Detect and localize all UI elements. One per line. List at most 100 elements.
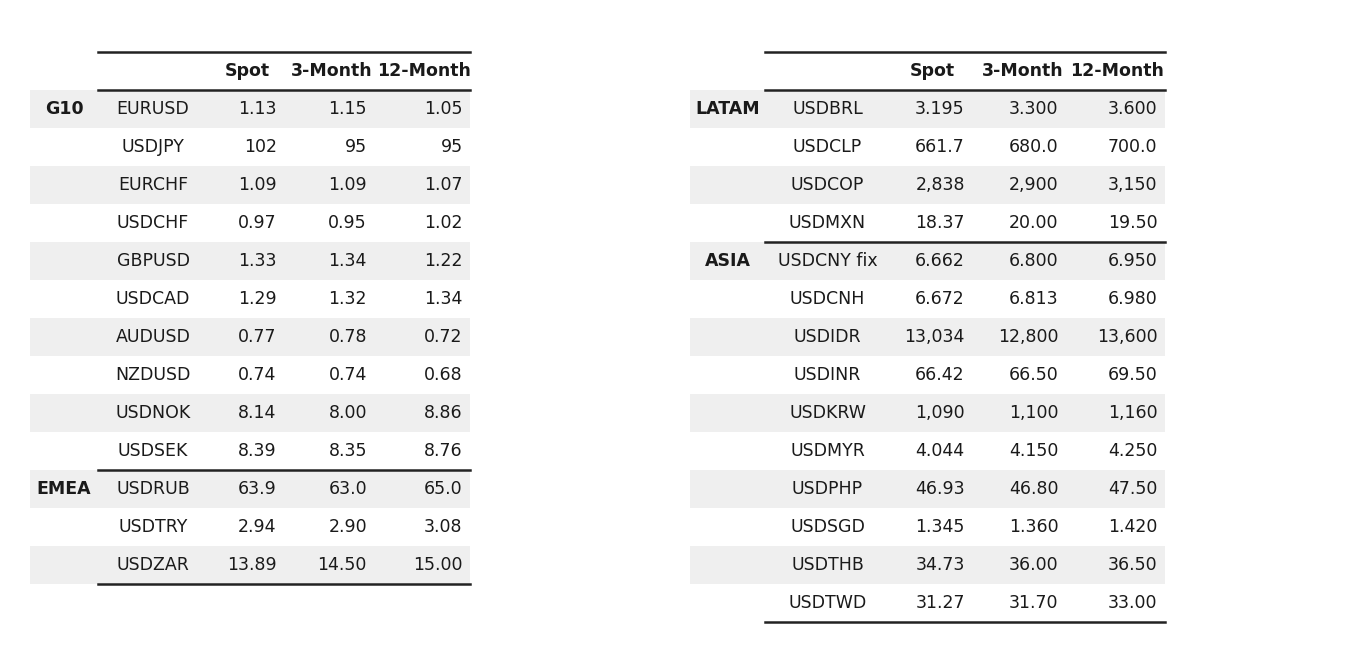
Text: 19.50: 19.50 [1107, 214, 1157, 232]
Text: 700.0: 700.0 [1107, 138, 1157, 156]
Text: Spot: Spot [224, 62, 269, 80]
Text: USDTHB: USDTHB [791, 556, 864, 574]
Text: 65.0: 65.0 [425, 480, 462, 498]
Bar [690, 242, 1165, 280]
Text: 13,600: 13,600 [1096, 328, 1157, 346]
Text: 31.27: 31.27 [915, 594, 965, 612]
Text: USDIDR: USDIDR [794, 328, 861, 346]
Text: USDCAD: USDCAD [116, 290, 191, 308]
Text: EMEA: EMEA [37, 480, 92, 498]
Text: 2.90: 2.90 [329, 518, 366, 536]
Text: 1.345: 1.345 [915, 518, 965, 536]
Text: 1.29: 1.29 [238, 290, 277, 308]
Text: 6.813: 6.813 [1009, 290, 1059, 308]
Text: USDJPY: USDJPY [122, 138, 184, 156]
Text: USDNOK: USDNOK [115, 404, 191, 422]
Text: 2.94: 2.94 [238, 518, 277, 536]
Text: USDTRY: USDTRY [119, 518, 188, 536]
Text: USDINR: USDINR [794, 366, 861, 384]
Bar [690, 508, 1165, 546]
Text: 6.662: 6.662 [915, 252, 965, 270]
Text: 18.37: 18.37 [915, 214, 965, 232]
Text: 3,150: 3,150 [1107, 176, 1157, 194]
Bar [690, 432, 1165, 470]
Text: NZDUSD: NZDUSD [115, 366, 191, 384]
Bar [690, 546, 1165, 584]
Text: 6.800: 6.800 [1009, 252, 1059, 270]
Text: 95: 95 [441, 138, 462, 156]
Text: 680.0: 680.0 [1009, 138, 1059, 156]
Text: 1.32: 1.32 [329, 290, 366, 308]
Text: 1.34: 1.34 [425, 290, 462, 308]
Text: 8.35: 8.35 [329, 442, 366, 460]
Text: 69.50: 69.50 [1107, 366, 1157, 384]
Text: USDPHP: USDPHP [792, 480, 863, 498]
Text: 47.50: 47.50 [1109, 480, 1157, 498]
Text: 3.195: 3.195 [915, 100, 965, 118]
Bar [30, 52, 470, 90]
Text: 12-Month: 12-Month [1071, 62, 1164, 80]
Text: USDCNY fix: USDCNY fix [777, 252, 877, 270]
Text: 36.00: 36.00 [1009, 556, 1059, 574]
Bar [30, 280, 470, 318]
Text: 0.68: 0.68 [425, 366, 462, 384]
Text: USDCNH: USDCNH [790, 290, 865, 308]
Text: Spot: Spot [910, 62, 955, 80]
Text: 1.13: 1.13 [238, 100, 277, 118]
Text: EURUSD: EURUSD [116, 100, 189, 118]
Text: 0.95: 0.95 [329, 214, 366, 232]
Bar [690, 90, 1165, 128]
Bar [30, 166, 470, 204]
Text: 12-Month: 12-Month [377, 62, 470, 80]
Text: GBPUSD: GBPUSD [116, 252, 189, 270]
Text: 4.044: 4.044 [915, 442, 965, 460]
Text: 6.950: 6.950 [1107, 252, 1157, 270]
Text: 46.80: 46.80 [1009, 480, 1059, 498]
Text: 1,160: 1,160 [1107, 404, 1157, 422]
Text: USDCHF: USDCHF [116, 214, 189, 232]
Bar [30, 546, 470, 584]
Bar [690, 52, 1165, 90]
Text: 0.74: 0.74 [238, 366, 277, 384]
Text: AUDUSD: AUDUSD [115, 328, 191, 346]
Text: 1.360: 1.360 [1009, 518, 1059, 536]
Text: 661.7: 661.7 [915, 138, 965, 156]
Bar [690, 584, 1165, 622]
Text: 0.97: 0.97 [238, 214, 277, 232]
Text: 8.14: 8.14 [238, 404, 277, 422]
Text: 66.42: 66.42 [915, 366, 965, 384]
Text: USDSEK: USDSEK [118, 442, 188, 460]
Text: 12,800: 12,800 [998, 328, 1059, 346]
Text: 13,034: 13,034 [904, 328, 965, 346]
Bar [30, 204, 470, 242]
Text: 2,838: 2,838 [915, 176, 965, 194]
Text: 0.77: 0.77 [238, 328, 277, 346]
Text: USDMYR: USDMYR [790, 442, 865, 460]
Bar [30, 318, 470, 356]
Bar [690, 204, 1165, 242]
Text: 8.00: 8.00 [329, 404, 366, 422]
Text: 8.39: 8.39 [238, 442, 277, 460]
Text: 1.420: 1.420 [1109, 518, 1157, 536]
Text: 6.980: 6.980 [1107, 290, 1157, 308]
Text: USDRUB: USDRUB [116, 480, 189, 498]
Text: 13.89: 13.89 [227, 556, 277, 574]
Text: 3-Month: 3-Month [982, 62, 1063, 80]
Text: 20.00: 20.00 [1009, 214, 1059, 232]
Text: 1.22: 1.22 [425, 252, 462, 270]
Text: 4.150: 4.150 [1009, 442, 1059, 460]
Text: USDSGD: USDSGD [790, 518, 865, 536]
Text: 63.9: 63.9 [238, 480, 277, 498]
Text: 15.00: 15.00 [414, 556, 462, 574]
Text: USDZAR: USDZAR [116, 556, 189, 574]
Text: 6.672: 6.672 [915, 290, 965, 308]
Text: 102: 102 [243, 138, 277, 156]
Text: 1.07: 1.07 [425, 176, 462, 194]
Text: 1,090: 1,090 [915, 404, 965, 422]
Text: 3.300: 3.300 [1009, 100, 1059, 118]
Text: EURCHF: EURCHF [118, 176, 188, 194]
Bar [30, 394, 470, 432]
Text: USDMXN: USDMXN [790, 214, 867, 232]
Text: 1.34: 1.34 [329, 252, 366, 270]
Text: 8.76: 8.76 [425, 442, 462, 460]
